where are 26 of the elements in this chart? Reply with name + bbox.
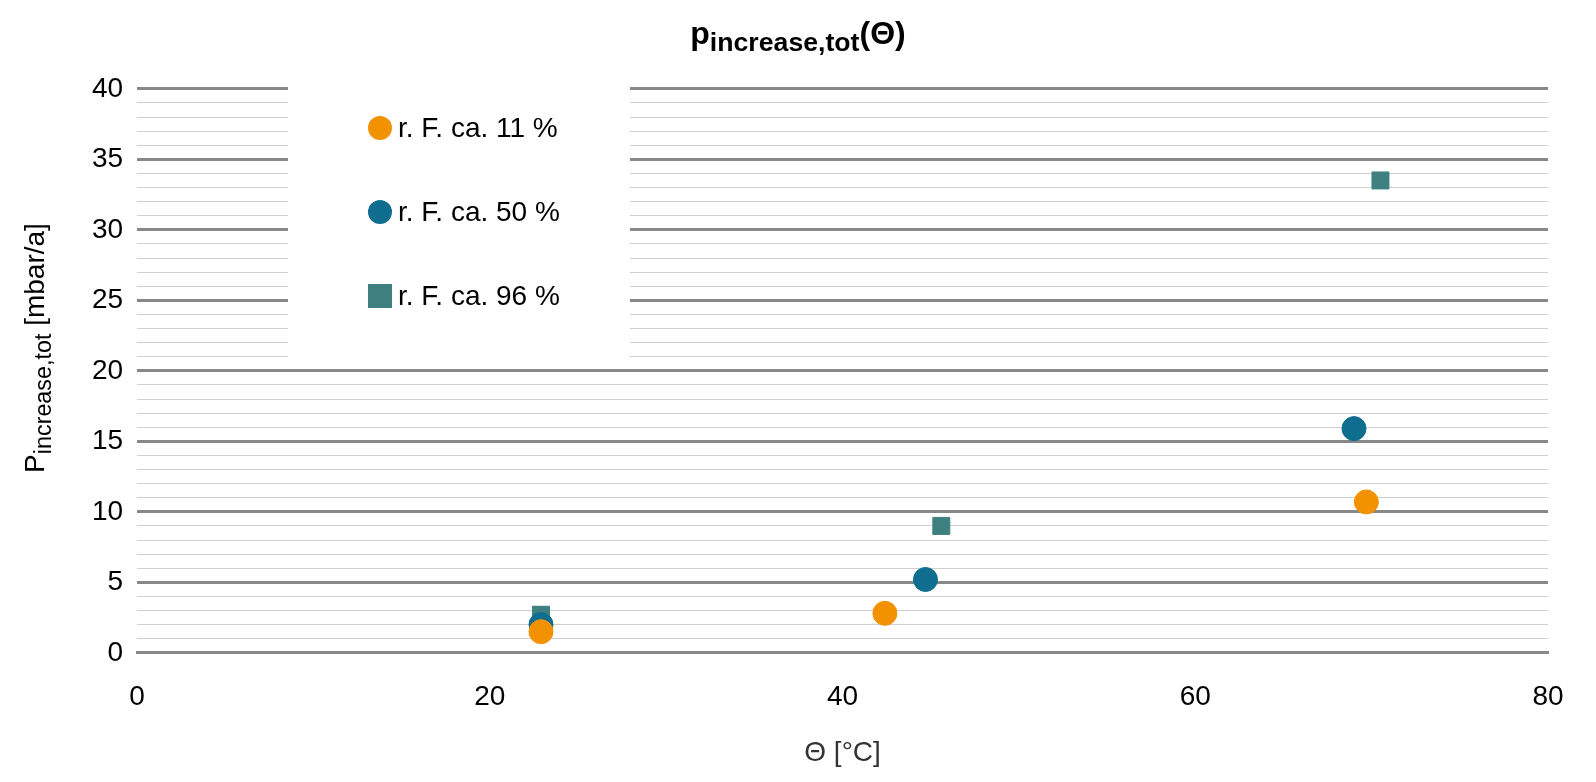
- legend-label: r. F. ca. 50 %: [398, 196, 560, 228]
- point: [1341, 416, 1367, 442]
- point: [1371, 171, 1390, 190]
- point: [1353, 489, 1379, 515]
- x-tick-label: 40: [826, 680, 859, 712]
- y-tick-label: 10: [91, 494, 124, 526]
- point: [912, 566, 938, 592]
- point: [932, 516, 951, 535]
- x-tick-label: 80: [1532, 680, 1564, 712]
- x-axis-title: Θ [°C]: [804, 735, 881, 767]
- y-tick-label: 15: [91, 424, 124, 456]
- y-tick-label: 30: [91, 212, 124, 244]
- y-tick-label: 25: [91, 283, 124, 315]
- x-tick-label: 0: [129, 680, 145, 712]
- legend-label: r. F. ca. 96 %: [398, 280, 560, 312]
- legend-label: r. F. ca. 11 %: [398, 112, 558, 144]
- x-tick-label: 60: [1179, 680, 1211, 712]
- chart-title: p$_{increase,tot}$(Θ): [689, 14, 907, 58]
- y-tick-label: 20: [91, 353, 124, 385]
- y-tick-label: 5: [107, 565, 124, 597]
- point: [528, 619, 554, 645]
- x-tick-label: 20: [474, 680, 506, 712]
- y-tick-label: 35: [91, 142, 124, 174]
- y-tick-label: 40: [91, 71, 124, 103]
- y-tick-label: 0: [107, 635, 124, 667]
- point: [872, 600, 898, 626]
